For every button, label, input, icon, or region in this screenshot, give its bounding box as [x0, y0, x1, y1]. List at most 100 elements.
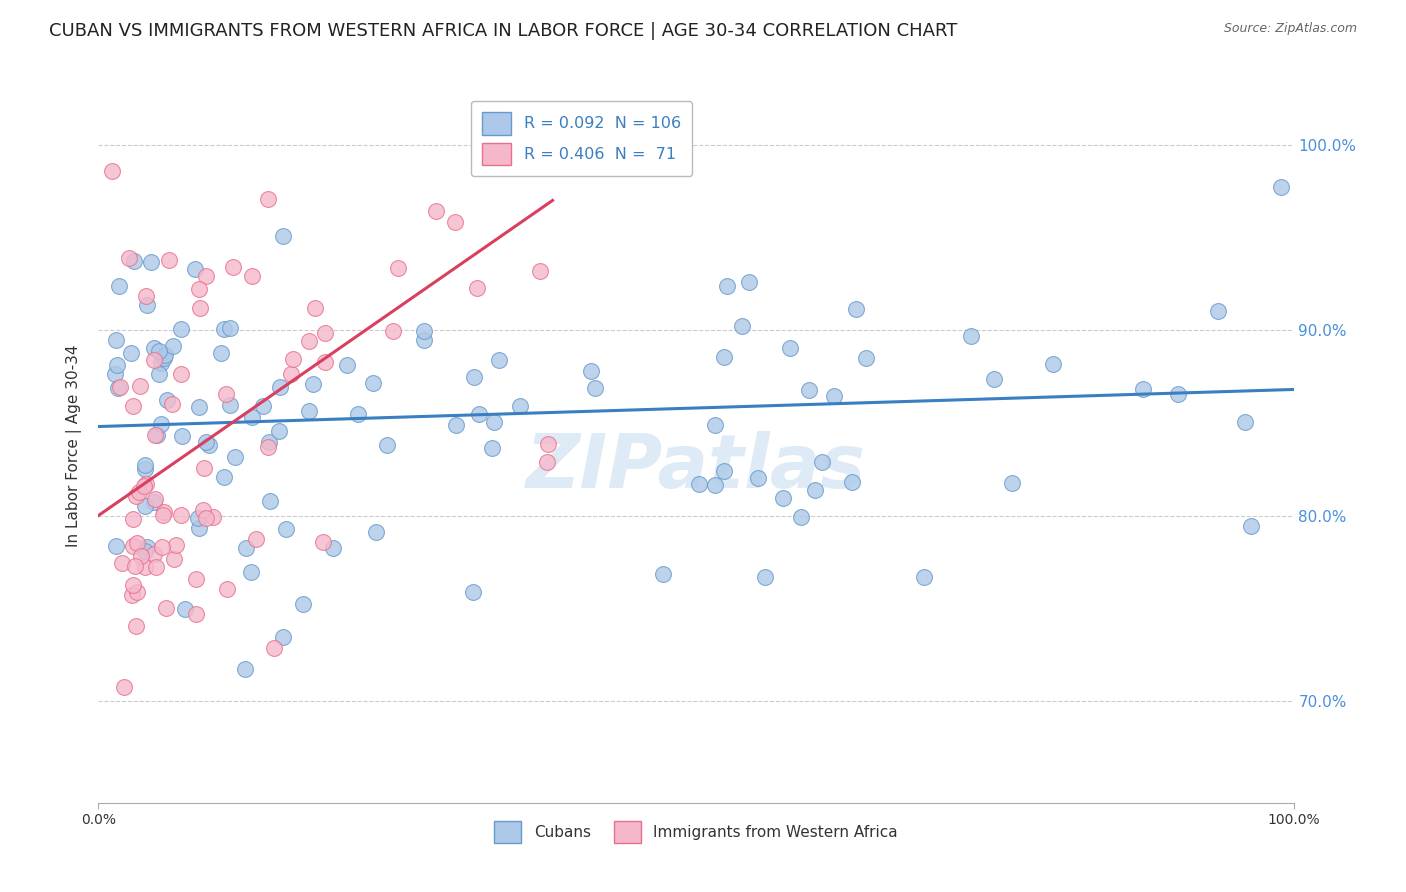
Point [779, 341, 801, 355]
Point [519, 154, 541, 169]
Point [105, 539, 128, 553]
Point [444, 215, 467, 229]
Point [488, 353, 510, 368]
Point [162, 397, 184, 411]
Point [1042, 357, 1064, 371]
Point [174, 602, 197, 616]
Text: ZIPatlas: ZIPatlas [526, 431, 866, 504]
Point [713, 464, 735, 478]
Point [651, 567, 673, 582]
Point [125, 619, 148, 633]
Point [281, 351, 304, 366]
Point [194, 511, 217, 525]
Point [536, 455, 558, 469]
Point [134, 500, 156, 514]
Point [747, 471, 769, 485]
Point [194, 269, 217, 284]
Point [187, 510, 209, 524]
Point [186, 607, 208, 622]
Point [366, 524, 388, 539]
Point [1234, 415, 1257, 429]
Point [465, 281, 488, 295]
Point [375, 438, 398, 452]
Point [233, 662, 256, 676]
Point [125, 489, 148, 503]
Point [219, 320, 242, 334]
Point [1240, 518, 1263, 533]
Point [347, 407, 370, 421]
Point [845, 301, 868, 316]
Point [150, 356, 173, 370]
Point [823, 389, 845, 403]
Point [224, 450, 246, 465]
Point [704, 478, 727, 492]
Point [482, 415, 505, 429]
Point [855, 351, 877, 365]
Point [118, 251, 141, 265]
Point [153, 348, 176, 362]
Point [111, 556, 134, 570]
Point [143, 341, 166, 355]
Point [141, 255, 163, 269]
Point [135, 540, 157, 554]
Point [280, 367, 302, 381]
Point [509, 399, 531, 413]
Point [1167, 386, 1189, 401]
Point [1132, 383, 1154, 397]
Point [413, 324, 436, 338]
Point [101, 163, 124, 178]
Point [146, 428, 169, 442]
Point [259, 494, 281, 508]
Point [271, 630, 294, 644]
Point [215, 387, 238, 401]
Point [124, 559, 146, 574]
Text: CUBAN VS IMMIGRANTS FROM WESTERN AFRICA IN LABOR FORCE | AGE 30-34 CORRELATION C: CUBAN VS IMMIGRANTS FROM WESTERN AFRICA … [49, 22, 957, 40]
Point [245, 532, 267, 546]
Point [214, 322, 236, 336]
Point [142, 494, 165, 508]
Point [222, 260, 245, 274]
Point [165, 538, 187, 552]
Point [153, 505, 176, 519]
Point [336, 359, 359, 373]
Point [363, 376, 385, 391]
Point [217, 582, 239, 597]
Point [219, 398, 242, 412]
Point [170, 367, 193, 381]
Point [143, 547, 166, 561]
Point [148, 367, 170, 381]
Point [163, 552, 186, 566]
Point [135, 289, 157, 303]
Point [143, 353, 166, 368]
Point [259, 434, 281, 449]
Point [157, 253, 180, 268]
Text: Source: ZipAtlas.com: Source: ZipAtlas.com [1223, 22, 1357, 36]
Legend: Cubans, Immigrants from Western Africa: Cubans, Immigrants from Western Africa [488, 814, 904, 848]
Point [314, 354, 336, 368]
Point [463, 369, 485, 384]
Point [425, 204, 447, 219]
Point [256, 440, 278, 454]
Point [156, 393, 179, 408]
Point [188, 301, 211, 316]
Point [198, 438, 221, 452]
Point [202, 510, 225, 524]
Point [304, 301, 326, 315]
Point [152, 508, 174, 522]
Point [912, 570, 935, 584]
Point [127, 585, 149, 599]
Y-axis label: In Labor Force | Age 30-34: In Labor Force | Age 30-34 [66, 344, 83, 548]
Point [537, 437, 560, 451]
Point [235, 541, 257, 556]
Point [155, 600, 177, 615]
Point [209, 346, 232, 360]
Point [121, 512, 143, 526]
Point [298, 403, 321, 417]
Point [322, 541, 344, 555]
Point [810, 454, 832, 468]
Point [688, 476, 710, 491]
Point [105, 359, 128, 373]
Point [162, 338, 184, 352]
Point [108, 279, 131, 293]
Point [143, 492, 166, 507]
